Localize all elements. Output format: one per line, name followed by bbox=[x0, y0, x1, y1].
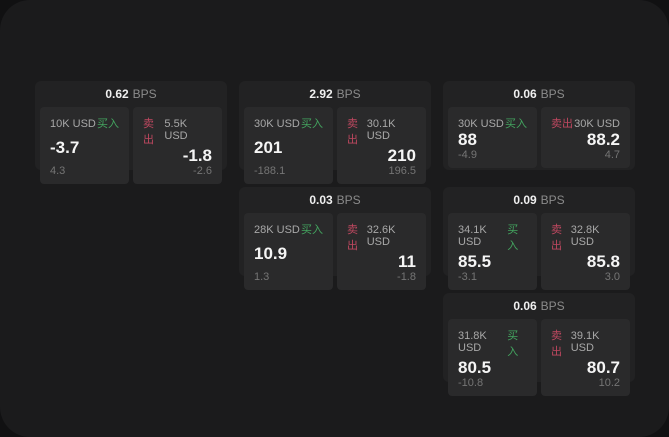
buy-price: 201 bbox=[254, 138, 283, 157]
buy-panel[interactable]: 10K USD 买入 -3.7 4.3 bbox=[40, 107, 129, 184]
sell-size: 5.5K USD bbox=[164, 118, 188, 142]
spread-unit: BPS bbox=[336, 193, 361, 207]
sell-label: 卖出 bbox=[551, 118, 573, 130]
buy-label: 买入 bbox=[505, 118, 527, 130]
sell-price: 80.7 bbox=[586, 358, 620, 377]
spread-header: 0.06 BPS bbox=[448, 293, 630, 319]
spread-unit: BPS bbox=[336, 87, 361, 101]
buy-size: 34.1K USD bbox=[458, 224, 487, 248]
buy-delta: -4.9 bbox=[458, 149, 477, 161]
sell-size: 32.8K USD bbox=[570, 224, 600, 248]
buy-size: 28K USD bbox=[254, 224, 300, 236]
sell-delta: 10.2 bbox=[598, 377, 620, 389]
sell-panel[interactable]: 卖出 32.8K USD 85.8 3.0 bbox=[541, 213, 630, 290]
buy-price: -3.7 bbox=[50, 138, 80, 157]
sell-panel[interactable]: 卖出 39.1K USD 80.7 10.2 bbox=[541, 319, 630, 396]
spread-unit: BPS bbox=[132, 87, 157, 101]
quote-card-grid: 0.62 BPS 10K USD 买入 -3.7 4.3 卖出 5.5K USD -1… bbox=[35, 81, 635, 396]
quote-card: 0.09 BPS 34.1K USD 买入 85.5 -3.1 卖出 32.8K US… bbox=[443, 187, 635, 290]
buy-delta: 4.3 bbox=[50, 165, 66, 177]
spread-value: 0.62 bbox=[105, 87, 129, 101]
sell-panel[interactable]: 卖出 5.5K USD -1.8 -2.6 bbox=[133, 107, 222, 184]
sell-price: 88.2 bbox=[586, 130, 620, 149]
sell-price: -1.8 bbox=[182, 146, 212, 165]
spread-header: 0.03 BPS bbox=[244, 187, 426, 213]
buy-price: 88 bbox=[458, 130, 477, 149]
sell-label: 卖出 bbox=[551, 330, 562, 358]
spread-value: 0.09 bbox=[513, 193, 537, 207]
sell-size: 39.1K USD bbox=[570, 330, 600, 354]
sell-delta: -2.6 bbox=[193, 165, 212, 177]
buy-delta: -10.8 bbox=[458, 377, 484, 389]
sell-label: 卖出 bbox=[551, 224, 562, 252]
sell-panel[interactable]: 卖出 30.1K USD 210 196.5 bbox=[337, 107, 426, 184]
sell-delta: 4.7 bbox=[604, 149, 620, 161]
spread-header: 0.09 BPS bbox=[448, 187, 630, 213]
spread-unit: BPS bbox=[540, 299, 565, 313]
sell-label: 卖出 bbox=[143, 118, 154, 146]
sell-delta: 196.5 bbox=[388, 165, 416, 177]
buy-delta: -188.1 bbox=[254, 165, 286, 177]
quote-card: 2.92 BPS 30K USD 买入 201 -188.1 卖出 30.1K USD… bbox=[239, 81, 431, 184]
buy-panel[interactable]: 28K USD 买入 10.9 1.3 bbox=[244, 213, 333, 290]
spread-value: 0.06 bbox=[513, 299, 537, 313]
buy-size: 30K USD bbox=[458, 118, 504, 130]
spread-header: 0.62 BPS bbox=[40, 81, 222, 107]
sell-price: 210 bbox=[387, 146, 416, 165]
buy-panel[interactable]: 30K USD 买入 88 -4.9 bbox=[448, 107, 537, 168]
quote-card: 0.03 BPS 28K USD 买入 10.9 1.3 卖出 32.6K USD 1… bbox=[239, 187, 431, 290]
buy-label: 买入 bbox=[507, 330, 519, 358]
quote-card: 0.62 BPS 10K USD 买入 -3.7 4.3 卖出 5.5K USD -1… bbox=[35, 81, 227, 184]
sell-panel[interactable]: 卖出 32.6K USD 11 -1.8 bbox=[337, 213, 426, 290]
spread-header: 0.06 BPS bbox=[448, 81, 630, 107]
sell-delta: 3.0 bbox=[604, 271, 620, 283]
buy-label: 买入 bbox=[301, 224, 323, 236]
buy-label: 买入 bbox=[97, 118, 119, 130]
buy-delta: 1.3 bbox=[254, 271, 270, 283]
buy-panel[interactable]: 31.8K USD 买入 80.5 -10.8 bbox=[448, 319, 537, 396]
sell-price: 11 bbox=[398, 252, 416, 271]
spread-value: 2.92 bbox=[309, 87, 333, 101]
buy-label: 买入 bbox=[507, 224, 519, 252]
buy-price: 10.9 bbox=[254, 244, 288, 263]
buy-size: 10K USD bbox=[50, 118, 96, 130]
buy-size: 30K USD bbox=[254, 118, 300, 130]
sell-price: 85.8 bbox=[586, 252, 620, 271]
spread-value: 0.03 bbox=[309, 193, 333, 207]
buy-panel[interactable]: 30K USD 买入 201 -188.1 bbox=[244, 107, 333, 184]
sell-label: 卖出 bbox=[347, 118, 358, 146]
quote-card: 0.06 BPS 30K USD 买入 88 -4.9 卖出 30K USD 88.2… bbox=[443, 81, 635, 170]
sell-size: 32.6K USD bbox=[366, 224, 396, 248]
buy-size: 31.8K USD bbox=[458, 330, 487, 354]
sell-panel[interactable]: 卖出 30K USD 88.2 4.7 bbox=[541, 107, 630, 168]
buy-price: 80.5 bbox=[458, 358, 492, 377]
spread-unit: BPS bbox=[540, 87, 565, 101]
sell-delta: -1.8 bbox=[397, 271, 416, 283]
spread-value: 0.06 bbox=[513, 87, 537, 101]
spread-header: 2.92 BPS bbox=[244, 81, 426, 107]
sell-label: 卖出 bbox=[347, 224, 358, 252]
buy-price: 85.5 bbox=[458, 252, 492, 271]
sell-size: 30.1K USD bbox=[366, 118, 396, 142]
buy-label: 买入 bbox=[301, 118, 323, 130]
spread-unit: BPS bbox=[540, 193, 565, 207]
quote-card: 0.06 BPS 31.8K USD 买入 80.5 -10.8 卖出 39.1K U… bbox=[443, 293, 635, 396]
buy-panel[interactable]: 34.1K USD 买入 85.5 -3.1 bbox=[448, 213, 537, 290]
buy-delta: -3.1 bbox=[458, 271, 477, 283]
sell-size: 30K USD bbox=[574, 118, 620, 130]
